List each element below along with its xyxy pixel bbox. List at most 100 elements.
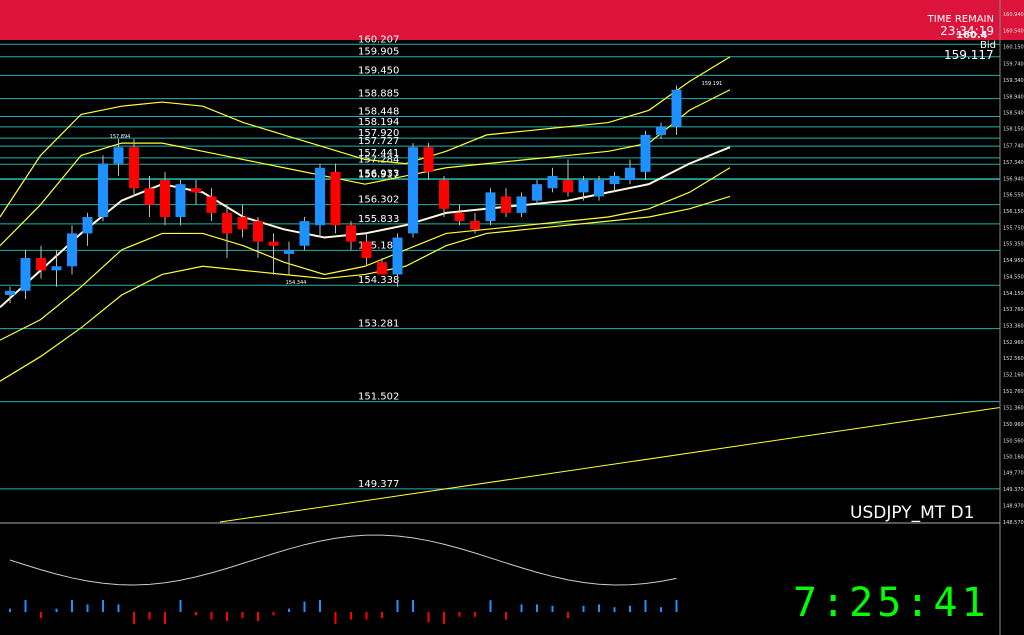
level-label: 158.885 xyxy=(358,89,399,100)
candle-body xyxy=(284,249,294,254)
candle-body xyxy=(67,233,77,267)
level-label: 156.302 xyxy=(358,195,399,206)
candle-body xyxy=(51,266,62,271)
tick-label: 159.740 xyxy=(1003,61,1024,67)
indicator-bands xyxy=(0,56,1001,523)
level-label: 157.727 xyxy=(358,136,399,147)
band-middle xyxy=(0,146,731,309)
candle-body xyxy=(609,175,620,185)
level-label: 159.905 xyxy=(358,47,399,58)
tick-label: 149.370 xyxy=(1003,487,1024,493)
symbol-label: USDJPY_MT D1 xyxy=(850,503,975,523)
candle-body xyxy=(20,258,31,291)
tick-label: 152.160 xyxy=(1003,373,1024,379)
candle-body xyxy=(191,188,201,193)
tick-label: 154.950 xyxy=(1003,258,1024,264)
candle-body xyxy=(36,258,46,271)
tick-label: 150.960 xyxy=(1003,422,1024,428)
time-remain-value: 23:34:19 xyxy=(940,24,994,38)
tick-label: 152.560 xyxy=(1003,356,1024,362)
tick-label: 152.960 xyxy=(1003,340,1024,346)
candle-body xyxy=(439,180,449,209)
candle-body xyxy=(454,212,465,222)
band-upper_2 xyxy=(0,56,731,218)
candle-body xyxy=(98,163,108,217)
level-label: 157.920 xyxy=(358,128,399,139)
tick-label: 160.150 xyxy=(1003,45,1024,51)
candle-body xyxy=(330,171,341,226)
level-label: 160.207 xyxy=(358,34,399,45)
candle-body xyxy=(144,188,155,205)
candle-body xyxy=(501,196,511,213)
candle-body xyxy=(423,147,434,172)
candle-body xyxy=(656,126,666,135)
tick-label: 156.940 xyxy=(1003,176,1024,182)
band-lower_1 xyxy=(0,167,731,341)
level-lines: 160.207 159.905 159.450 158.885 158.448158.1… xyxy=(0,34,1000,490)
tick-label: 151.360 xyxy=(1003,405,1024,411)
tick-label: 151.760 xyxy=(1003,389,1024,395)
level-label: 158.448 xyxy=(358,107,399,118)
candle-body xyxy=(470,221,480,230)
candle-body xyxy=(392,237,403,275)
level-label: 154.338 xyxy=(358,275,399,286)
level-label: 156.917 xyxy=(358,169,399,180)
price-axis: 160.940 160.540 160.150 159.740 159.340 158.9… xyxy=(999,0,1024,635)
price-annotation: 154.344 xyxy=(286,280,307,286)
price-annotation: 157.894 xyxy=(110,134,131,140)
level-label: 157.441 xyxy=(358,148,399,159)
candle-body xyxy=(175,184,186,217)
tick-label: 150.160 xyxy=(1003,455,1024,461)
candle-body xyxy=(82,216,93,234)
trend-line xyxy=(219,406,1001,523)
level-label: 155.833 xyxy=(358,214,399,225)
candle-body xyxy=(671,89,682,127)
band-upper_1 xyxy=(0,89,731,247)
candle-body xyxy=(206,196,217,213)
tick-label: 155.750 xyxy=(1003,225,1024,231)
candle-body xyxy=(346,225,356,242)
candle-body xyxy=(315,167,325,226)
candles: 157.894 154.344 159.191 xyxy=(5,81,723,304)
bid-value: 159.117 xyxy=(944,48,994,62)
candle-body xyxy=(532,184,542,201)
tick-label: 158.150 xyxy=(1003,127,1024,133)
tick-label: 148.570 xyxy=(1003,520,1024,526)
candle-body xyxy=(625,167,635,181)
tick-label: 153.360 xyxy=(1003,323,1024,329)
tick-label: 156.150 xyxy=(1003,209,1024,215)
tick-label: 157.340 xyxy=(1003,160,1024,166)
price-annotation: 159.191 xyxy=(702,81,723,87)
candle-body xyxy=(5,290,15,295)
candle-body xyxy=(594,180,604,197)
tick-label: 159.340 xyxy=(1003,78,1024,84)
header-banner xyxy=(0,0,1024,40)
tick-label: 155.350 xyxy=(1003,242,1024,248)
tick-label: 154.150 xyxy=(1003,291,1024,297)
candle-body xyxy=(485,192,496,222)
candle-body xyxy=(563,180,573,193)
level-label: 159.450 xyxy=(358,65,399,76)
band-lower_2 xyxy=(0,195,731,382)
candle-body xyxy=(408,147,418,234)
level-label: 153.281 xyxy=(358,319,399,330)
level-label: 149.377 xyxy=(358,479,399,490)
candle-body xyxy=(640,134,651,172)
level-label: 156.933 xyxy=(358,169,399,180)
level-label: 157.284 xyxy=(358,154,399,165)
tick-label: 158.940 xyxy=(1003,94,1024,100)
tick-label: 160.540 xyxy=(1003,29,1024,35)
tick-label: 158.540 xyxy=(1003,111,1024,117)
candle-body xyxy=(299,221,310,246)
tick-label: 150.560 xyxy=(1003,438,1024,444)
candle-body xyxy=(222,212,232,234)
level-label: 151.502 xyxy=(358,392,399,403)
candle-body xyxy=(377,262,387,275)
candle-body xyxy=(160,180,170,217)
level-label: 158.194 xyxy=(358,117,399,128)
tick-label: 153.760 xyxy=(1003,307,1024,313)
candle-body xyxy=(547,175,558,189)
bid-label: Bid xyxy=(980,40,996,51)
tick-label: 156.550 xyxy=(1003,192,1024,198)
